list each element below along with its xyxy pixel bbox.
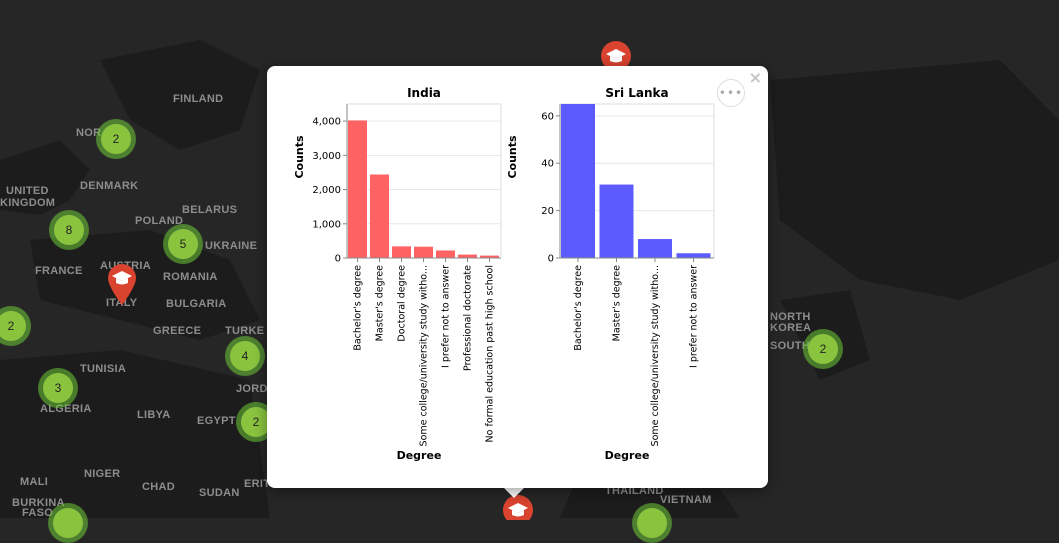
cluster-count: 2	[101, 124, 131, 154]
map-label: ROMANIA	[163, 271, 218, 283]
bar[interactable]	[480, 255, 499, 258]
marker-cluster[interactable]: 2	[803, 329, 843, 369]
map-label: CHAD	[142, 481, 175, 493]
cluster-count: 5	[168, 229, 198, 259]
graduation-cap-icon[interactable]	[502, 494, 534, 520]
marker-cluster[interactable]: 2	[0, 306, 31, 346]
map-label: FINLAND	[173, 93, 224, 105]
y-tick-label: 0	[335, 254, 341, 265]
map-label: KINGDOM	[0, 197, 56, 209]
cluster-count: 3	[43, 373, 73, 403]
y-tick-label: 0	[548, 254, 554, 265]
bar[interactable]	[561, 104, 595, 258]
map-label: DENMARK	[80, 180, 139, 192]
map-label: LIBYA	[137, 409, 171, 421]
map-label: GREECE	[153, 325, 202, 337]
more-options-button[interactable]: •••	[717, 79, 745, 107]
map-label: SUDAN	[199, 487, 240, 499]
x-axis-label: Degree	[605, 449, 650, 462]
map-label: KOREA	[770, 322, 812, 334]
map-label: BULGARIA	[166, 298, 227, 310]
cluster-count: 2	[0, 311, 26, 341]
x-tick-label: I prefer not to answer	[689, 265, 700, 368]
y-tick-label: 20	[541, 206, 554, 217]
marker-cluster[interactable]: 8	[49, 210, 89, 250]
y-tick-label: 3,000	[312, 151, 341, 162]
x-tick-label: Master's degree	[612, 265, 623, 341]
map-label: MALI	[20, 476, 49, 488]
map-label: FASO	[22, 507, 54, 519]
x-axis-label: Degree	[397, 449, 442, 462]
bar[interactable]	[458, 254, 477, 258]
map-label: POLAND	[135, 215, 184, 227]
chart-popup: × ••• India 0 1,000 2,000 3,000 4,000 Bachelor…	[267, 66, 768, 488]
bar[interactable]	[414, 246, 433, 258]
chart-sri-lanka: Sri Lanka 0 20 40 60 Bachelor's degree Master'…	[507, 86, 715, 462]
marker-cluster[interactable]	[48, 503, 88, 543]
close-button[interactable]: ×	[748, 68, 762, 87]
chart-title: India	[407, 86, 441, 100]
map-label: SOUTH	[770, 340, 810, 352]
cluster-count: 4	[230, 341, 260, 371]
marker-cluster[interactable]: 2	[96, 119, 136, 159]
marker-cluster[interactable]: 3	[38, 368, 78, 408]
map-label: FRANCE	[35, 265, 83, 277]
bar[interactable]	[676, 253, 711, 258]
y-tick-label: 40	[541, 159, 554, 170]
y-tick-label: 1,000	[312, 219, 341, 230]
map-label: UNITED	[6, 185, 49, 197]
cluster-count: 2	[808, 334, 838, 364]
x-tick-label: No formal education past high school	[485, 265, 496, 442]
bar[interactable]	[436, 250, 455, 258]
cluster-count: 2	[241, 407, 271, 437]
x-tick-label: Professional doctorate	[463, 265, 474, 371]
map-label: TURKE	[225, 325, 265, 337]
x-tick-label: Some college/university study witho...	[419, 265, 430, 446]
y-tick-label: 60	[541, 111, 554, 122]
y-tick-label: 4,000	[312, 117, 341, 128]
map-label: BURKINA	[12, 497, 65, 509]
map-label: VIETNAM	[660, 494, 712, 506]
x-tick-label: Master's degree	[375, 265, 386, 341]
graduation-cap-icon[interactable]	[106, 262, 138, 306]
map-label: NIGER	[84, 468, 121, 480]
map-label: JORD	[236, 383, 268, 395]
marker-cluster[interactable]: 4	[225, 336, 265, 376]
popup-tip	[504, 488, 524, 498]
x-tick-label: Doctoral degree	[397, 265, 408, 342]
bar[interactable]	[599, 184, 634, 258]
bar[interactable]	[370, 174, 389, 258]
map-label: UKRAINE	[205, 240, 258, 252]
y-tick-label: 2,000	[312, 185, 341, 196]
y-axis-label: Counts	[507, 135, 519, 179]
marker-cluster[interactable]	[632, 503, 672, 543]
chart-india: India 0 1,000 2,000 3,000 4,000 Bachelor's deg…	[293, 86, 502, 462]
graduation-cap-icon[interactable]	[600, 40, 632, 72]
map-label: ERIT	[244, 478, 271, 490]
map-label: NOR	[76, 127, 102, 139]
bar[interactable]	[348, 120, 367, 258]
x-tick-label: Bachelor's degree	[353, 265, 364, 351]
x-tick-label: Bachelor's degree	[573, 265, 584, 351]
y-axis-label: Counts	[293, 135, 306, 179]
map-label: NORTH	[770, 311, 811, 323]
map-label: BELARUS	[182, 204, 238, 216]
bar[interactable]	[392, 246, 411, 258]
map-label: EGYPT	[197, 415, 236, 427]
map-label: THAILAND	[605, 485, 664, 497]
bar[interactable]	[638, 239, 672, 258]
x-tick-label: I prefer not to answer	[441, 265, 452, 368]
map-label: TUNISIA	[80, 363, 127, 375]
x-tick-label: Some college/university study witho...	[650, 265, 661, 446]
chart-title: Sri Lanka	[605, 86, 668, 100]
cluster-count: 8	[54, 215, 84, 245]
marker-cluster[interactable]: 5	[163, 224, 203, 264]
